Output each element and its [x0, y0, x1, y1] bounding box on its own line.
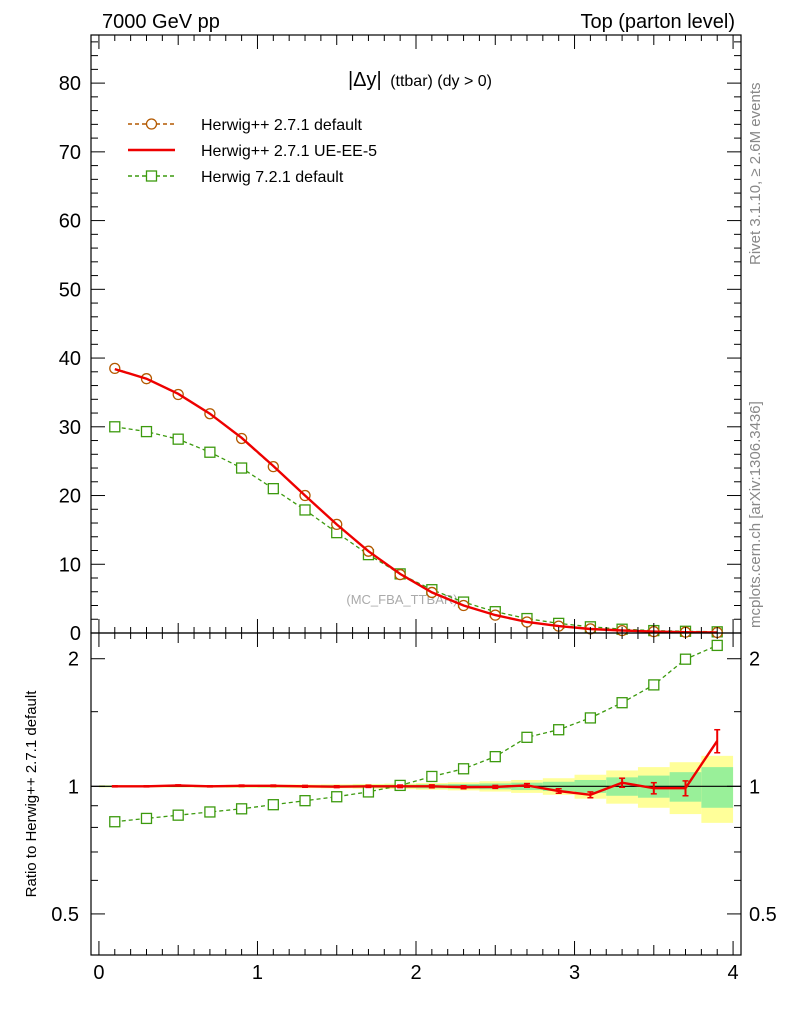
main-frame	[90, 34, 742, 634]
main-y-tick-label: 20	[59, 486, 81, 508]
ratio-point-h7	[140, 812, 153, 825]
ratio-point-h7	[584, 712, 597, 724]
main-point-h7	[204, 446, 216, 458]
main-point-h7	[267, 483, 279, 495]
ratio-x-tick-label: 4	[728, 962, 739, 984]
ratio-point-h7	[457, 763, 470, 775]
rivet-label: Rivet 3.1.10, ≥ 2.6M events	[747, 83, 764, 266]
ratio-point-h7	[109, 816, 121, 828]
legend-item-ref: Herwig++ 2.7.1 default	[128, 117, 363, 134]
chart-title-sub: (ttbar) (dy > 0)	[390, 73, 492, 90]
main-point-h7	[109, 421, 121, 433]
main-y-tick-label: 80	[59, 73, 81, 95]
ratio-point-h7	[616, 697, 628, 709]
ratio-point-h7	[204, 806, 216, 818]
chart-title: |Δy| (ttbar) (dy > 0)	[348, 69, 492, 91]
header-left-label: 7000 GeV pp	[102, 11, 220, 33]
ratio-y-tick-label: 2	[68, 649, 79, 671]
ratio-point-h7	[331, 791, 343, 803]
main-y-tick-label: 10	[59, 554, 81, 576]
main-y-tick-label: 50	[59, 279, 81, 301]
legend-label-ue: Herwig++ 2.7.1 UE-EE-5	[201, 143, 377, 160]
source-label: mcplots.cern.ch [arXiv:1306.3436]	[747, 401, 764, 628]
ratio-point-h7	[489, 750, 501, 763]
legend-label-h7: Herwig 7.2.1 default	[201, 169, 344, 186]
main-panel: (MC_FBA_TTBAR) 0 10 20 30 40 50 60 70 80 |Δy| (t…	[59, 34, 742, 645]
ratio-point-h7	[267, 799, 279, 811]
ratio-y-tick-label-right: 2	[749, 649, 760, 671]
ratio-point-h7	[679, 653, 692, 665]
ratio-y-tick-label: 1	[68, 776, 79, 798]
ratio-y-tick-label-right: 0.5	[749, 904, 777, 926]
header-right-label: Top (parton level)	[580, 11, 735, 33]
legend-marker-ref	[145, 118, 158, 130]
legend-item-h7: Herwig 7.2.1 default	[128, 169, 344, 186]
ratio-point-h7	[426, 770, 438, 783]
main-y-tick-label: 0	[70, 623, 81, 645]
ratio-panel: 0.5 0.5 1 1 2 2 0 1 2 3 4 Ratio to Herwig++ 2.7.1 …	[23, 632, 777, 984]
main-y-tick-label: 30	[59, 417, 81, 439]
chart-title-main: |Δy|	[348, 69, 382, 91]
main-point-h7	[235, 462, 248, 474]
legend-item-ue: Herwig++ 2.7.1 UE-EE-5	[128, 143, 377, 160]
main-y-tick-label: 60	[59, 211, 81, 233]
ratio-point-h7	[521, 731, 533, 743]
ratio-point-h7	[362, 786, 375, 798]
ratio-y-tick-label-right: 1	[749, 776, 760, 798]
main-y-tick-label: 40	[59, 348, 81, 370]
ratio-y-axis-label: Ratio to Herwig++ 2.7.1 default	[23, 690, 40, 898]
main-line-ue	[114, 367, 718, 634]
ratio-point-h7	[648, 679, 660, 691]
ratio-x-tick-label: 3	[569, 962, 580, 984]
ratio-point-h7	[711, 639, 723, 652]
main-point-ref	[109, 362, 121, 375]
ratio-line-ue	[114, 740, 719, 797]
ratio-y-tick-label: 0.5	[51, 904, 79, 926]
ratio-point-h7	[172, 809, 184, 821]
ratio-x-tick-label: 2	[410, 962, 421, 984]
legend-marker-h7	[145, 170, 158, 182]
main-point-h7	[172, 433, 184, 445]
watermark-label: (MC_FBA_TTBAR)	[346, 592, 457, 607]
legend: Herwig++ 2.7.1 default Herwig++ 2.7.1 UE…	[128, 117, 377, 186]
ratio-x-tick-label: 1	[252, 962, 263, 984]
ratio-point-h7	[235, 803, 248, 815]
ratio-point-h7	[553, 724, 565, 736]
ratio-band-inner	[701, 767, 734, 808]
main-y-tick-label: 70	[59, 142, 81, 164]
main-point-h7	[299, 504, 311, 516]
ratio-x-tick-label: 0	[93, 962, 104, 984]
main-point-h7	[140, 425, 153, 438]
legend-label-ref: Herwig++ 2.7.1 default	[201, 117, 363, 134]
ratio-point-h7	[299, 795, 311, 807]
